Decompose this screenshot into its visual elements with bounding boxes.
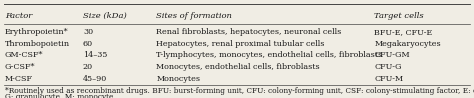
Text: Hepatocytes, renal proximal tubular cells: Hepatocytes, renal proximal tubular cell…	[156, 40, 325, 48]
Text: GM-CSF*: GM-CSF*	[5, 51, 43, 59]
Text: 60: 60	[83, 40, 93, 48]
Text: Monocytes: Monocytes	[156, 75, 201, 83]
Text: Renal fibroblasts, hepatocytes, neuronal cells: Renal fibroblasts, hepatocytes, neuronal…	[156, 28, 342, 36]
Text: M-CSF: M-CSF	[5, 75, 33, 83]
Text: BFU-E, CFU-E: BFU-E, CFU-E	[374, 28, 433, 36]
Text: Sites of formation: Sites of formation	[156, 12, 232, 20]
Text: 45–90: 45–90	[83, 75, 107, 83]
Text: Factor: Factor	[5, 12, 32, 20]
Text: Size (kDa): Size (kDa)	[83, 12, 127, 20]
Text: Target cells: Target cells	[374, 12, 424, 20]
Text: Thrombopoietin: Thrombopoietin	[5, 40, 70, 48]
Text: Erythropoietin*: Erythropoietin*	[5, 28, 68, 36]
Text: CFU-G: CFU-G	[374, 63, 402, 71]
Text: 30: 30	[83, 28, 93, 36]
Text: G: granulocyte, M: monocyte.: G: granulocyte, M: monocyte.	[5, 93, 116, 98]
Text: 20: 20	[83, 63, 93, 71]
Text: Monocytes, endothelial cells, fibroblasts: Monocytes, endothelial cells, fibroblast…	[156, 63, 320, 71]
Text: Megakaryocytes: Megakaryocytes	[374, 40, 441, 48]
Text: CFU-M: CFU-M	[374, 75, 403, 83]
Text: T-lymphocytes, monocytes, endothelial cells, fibroblasts: T-lymphocytes, monocytes, endothelial ce…	[156, 51, 383, 59]
Text: G-CSF*: G-CSF*	[5, 63, 35, 71]
Text: *Routinely used as recombinant drugs. BFU: burst-forming unit, CFU: colony-formi: *Routinely used as recombinant drugs. BF…	[5, 87, 474, 95]
Text: CFU-GM: CFU-GM	[374, 51, 410, 59]
Text: 14–35: 14–35	[83, 51, 107, 59]
